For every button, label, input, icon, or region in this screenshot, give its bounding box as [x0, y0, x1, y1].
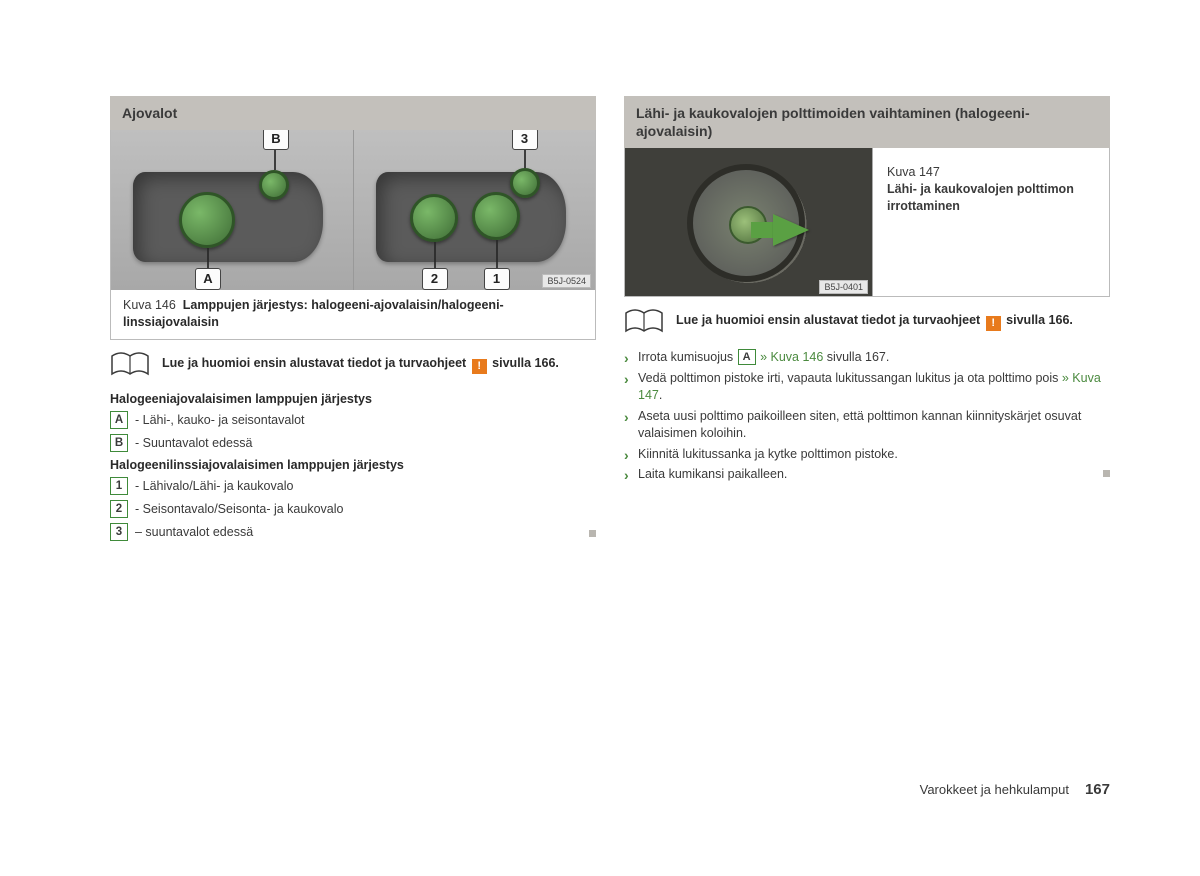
figure-147-caption: Kuva 147 Lähi- ja kaukovalojen polttimon…: [873, 148, 1109, 215]
figure-146: B A 3 2 1 B5J-0524: [110, 130, 596, 340]
figure-147: B5J-0401 Kuva 147 Lähi- ja kaukovalojen …: [624, 148, 1110, 297]
legend-A: A - Lähi-, kauko- ja seisontavalot: [110, 411, 596, 429]
step-3: Aseta uusi polttimo paikoilleen siten, e…: [624, 408, 1110, 443]
image-code-147: B5J-0401: [819, 280, 868, 294]
legend-3: 3 – suuntavalot edessä: [110, 523, 596, 541]
callout-A: A: [195, 268, 221, 290]
callout-B: B: [263, 130, 289, 150]
callout-3: 3: [512, 130, 538, 150]
figure-146-caption: Kuva 146 Lamppujen järjestys: halogeeni-…: [111, 290, 595, 339]
section-header-left: Ajovalot: [110, 96, 596, 130]
step-1: Irrota kumisuojus A » Kuva 146 sivulla 1…: [624, 349, 1110, 367]
read-first-right: Lue ja huomioi ensin alustavat tiedot ja…: [624, 309, 1110, 335]
headlamp-right-half: 3 2 1 B5J-0524: [354, 130, 596, 290]
callout-1: 1: [484, 268, 510, 290]
figure-146-image: B A 3 2 1 B5J-0524: [111, 130, 595, 290]
subheading-halogen: Halogeeniajovalaisimen lamppujen järjest…: [110, 392, 596, 406]
callout-2: 2: [422, 268, 448, 290]
section-end-marker: [589, 530, 596, 537]
section-header-right: Lähi- ja kaukovalojen polttimoiden vaiht…: [624, 96, 1110, 148]
step-2: Vedä polttimon pistoke irti, vapauta luk…: [624, 370, 1110, 405]
image-code-146: B5J-0524: [542, 274, 591, 288]
alert-icon: !: [472, 359, 487, 374]
legend-1: 1 - Lähivalo/Lähi- ja kaukovalo: [110, 477, 596, 495]
legend-B: B - Suuntavalot edessä: [110, 434, 596, 452]
section-end-marker: [1103, 470, 1110, 477]
step-4: Kiinnitä lukitussanka ja kytke polttimon…: [624, 446, 1110, 464]
instruction-steps: Irrota kumisuojus A » Kuva 146 sivulla 1…: [624, 349, 1110, 484]
read-first-left: Lue ja huomioi ensin alustavat tiedot ja…: [110, 352, 596, 378]
book-icon: [110, 352, 150, 378]
arrow-right-icon: [773, 214, 809, 246]
page-footer: Varokkeet ja hehkulamput167: [920, 781, 1110, 798]
subheading-lens: Halogeenilinssiajovalaisimen lamppujen j…: [110, 458, 596, 472]
headlamp-left-half: B A: [111, 130, 354, 290]
figure-147-image: B5J-0401: [625, 148, 873, 296]
legend-2: 2 - Seisontavalo/Seisonta- ja kaukovalo: [110, 500, 596, 518]
book-icon: [624, 309, 664, 335]
alert-icon: !: [986, 316, 1001, 331]
step-5: Laita kumikansi paikalleen.: [624, 466, 1110, 484]
